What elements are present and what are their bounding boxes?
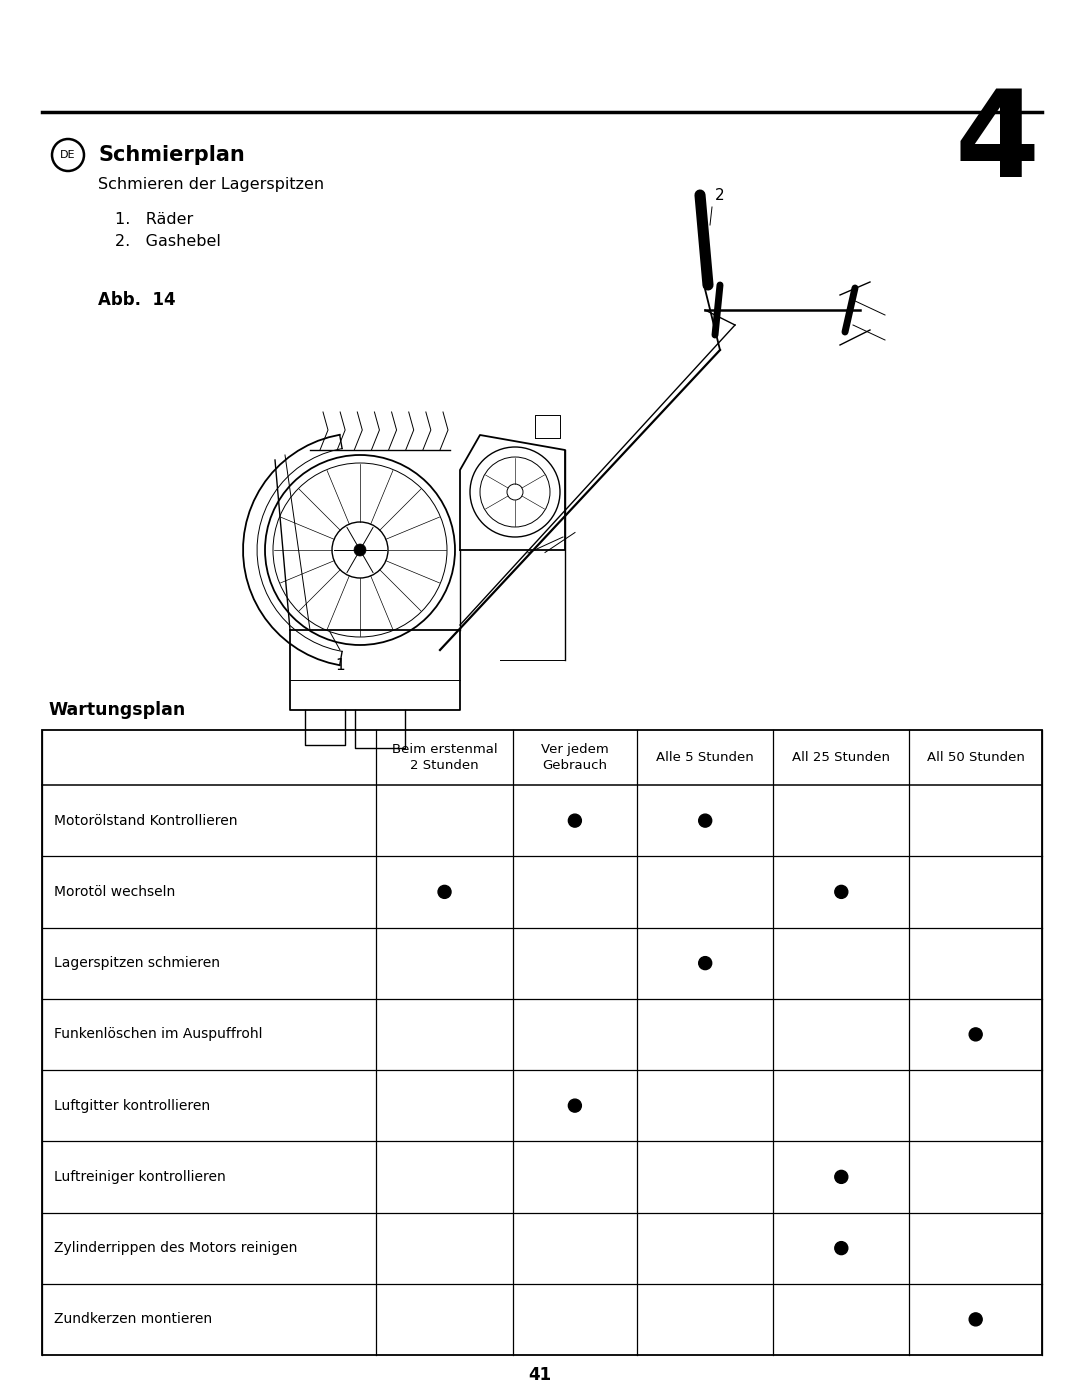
Text: All 25 Stunden: All 25 Stunden <box>793 752 890 764</box>
Text: Abb.  14: Abb. 14 <box>98 291 176 309</box>
Text: 1.   Räder: 1. Räder <box>114 212 193 228</box>
Text: All 50 Stunden: All 50 Stunden <box>927 752 1025 764</box>
Circle shape <box>835 886 848 898</box>
Circle shape <box>568 814 581 827</box>
Circle shape <box>699 814 712 827</box>
Text: DE: DE <box>60 149 76 161</box>
Text: Zundkerzen montieren: Zundkerzen montieren <box>54 1312 212 1326</box>
Text: 2: 2 <box>715 187 725 203</box>
Circle shape <box>568 1099 581 1112</box>
Text: Beim erstenmal
2 Stunden: Beim erstenmal 2 Stunden <box>392 743 498 773</box>
Text: 41: 41 <box>528 1366 552 1384</box>
Text: Luftgitter kontrollieren: Luftgitter kontrollieren <box>54 1098 211 1112</box>
Text: Morotöl wechseln: Morotöl wechseln <box>54 884 175 898</box>
Text: 1: 1 <box>335 658 345 672</box>
Text: Schmieren der Lagerspitzen: Schmieren der Lagerspitzen <box>98 177 324 193</box>
Text: Motorölstand Kontrollieren: Motorölstand Kontrollieren <box>54 813 238 827</box>
Text: Lagerspitzen schmieren: Lagerspitzen schmieren <box>54 956 220 970</box>
Text: Schmierplan: Schmierplan <box>98 145 245 165</box>
Text: Wartungsplan: Wartungsplan <box>48 701 186 719</box>
Circle shape <box>835 1171 848 1183</box>
Circle shape <box>699 957 712 970</box>
Circle shape <box>969 1028 982 1041</box>
Circle shape <box>438 886 451 898</box>
Text: Funkenlöschen im Auspuffrohl: Funkenlöschen im Auspuffrohl <box>54 1027 262 1041</box>
Text: Zylinderrippen des Motors reinigen: Zylinderrippen des Motors reinigen <box>54 1241 297 1255</box>
Circle shape <box>354 543 366 556</box>
Text: Ver jedem
Gebrauch: Ver jedem Gebrauch <box>541 743 609 773</box>
Text: Alle 5 Stunden: Alle 5 Stunden <box>657 752 754 764</box>
Circle shape <box>969 1313 982 1326</box>
Text: 2.   Gashebel: 2. Gashebel <box>114 235 221 250</box>
Text: Luftreiniger kontrollieren: Luftreiniger kontrollieren <box>54 1169 226 1183</box>
Text: 4: 4 <box>955 85 1040 203</box>
Circle shape <box>835 1242 848 1255</box>
